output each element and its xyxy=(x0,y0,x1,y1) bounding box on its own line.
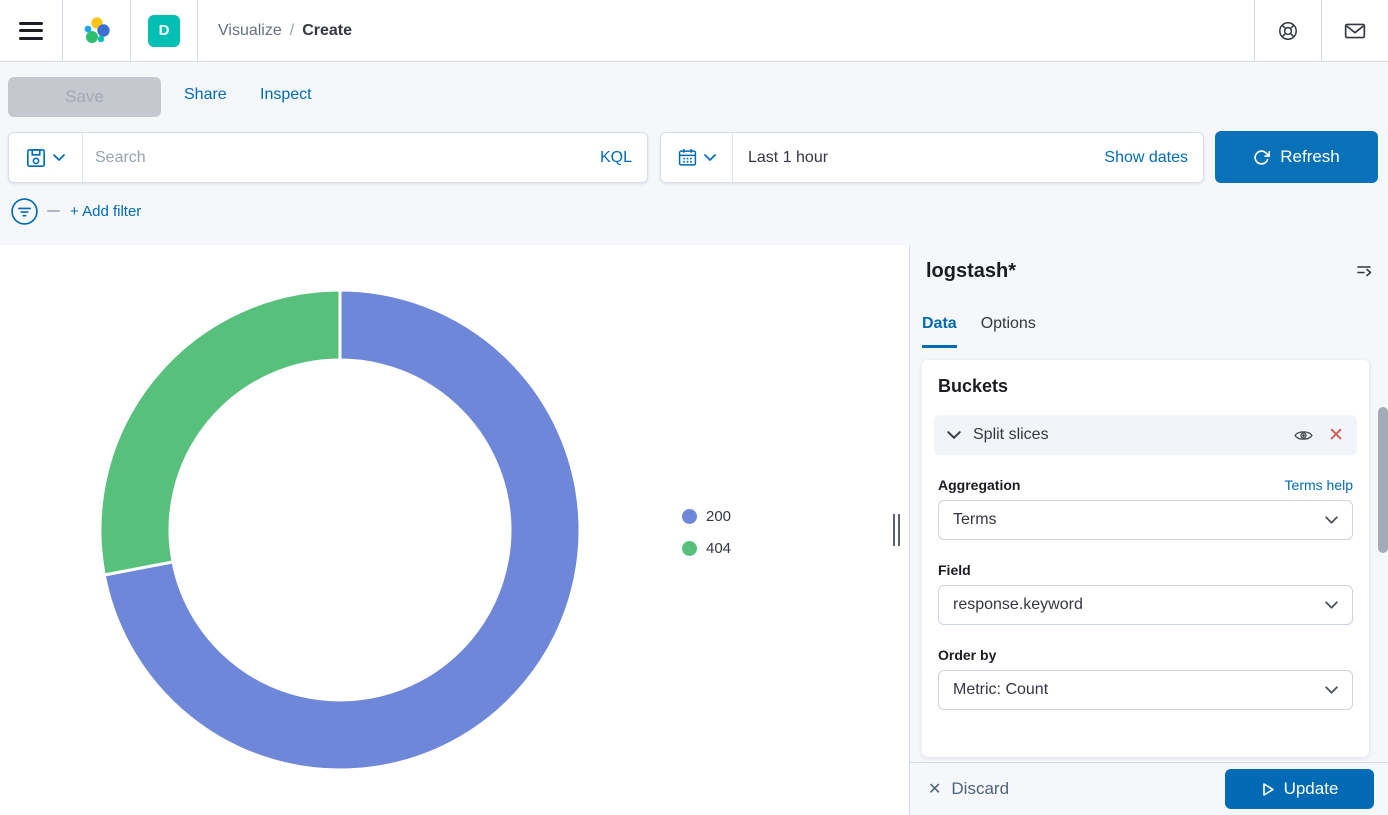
refresh-icon xyxy=(1254,149,1271,165)
filter-icon xyxy=(11,197,38,225)
mail-envelope-icon xyxy=(1344,23,1366,38)
calendar-icon xyxy=(678,149,696,166)
save-button[interactable]: Save xyxy=(8,77,161,117)
top-header: D Visualize / Create xyxy=(0,0,1388,62)
chevron-down-icon xyxy=(1325,686,1338,694)
field-group: Field response.keyword xyxy=(938,562,1353,625)
query-language-button[interactable]: KQL xyxy=(599,148,632,166)
aggregation-group: Aggregation Terms help Terms xyxy=(938,477,1353,540)
header-divider xyxy=(1254,0,1255,61)
breadcrumb-visualize[interactable]: Visualize xyxy=(218,21,282,39)
legend-swatch-404 xyxy=(682,541,697,556)
header-divider xyxy=(130,0,131,61)
search-input[interactable] xyxy=(83,148,600,167)
header-right-actions xyxy=(1254,0,1388,61)
elastic-logo[interactable] xyxy=(63,0,130,61)
chevron-down-icon xyxy=(1325,601,1338,609)
order-by-group: Order by Metric: Count xyxy=(938,647,1353,710)
filter-bar: + Add filter xyxy=(10,195,141,227)
space-badge[interactable]: D xyxy=(148,14,180,47)
order-by-select[interactable]: Metric: Count xyxy=(938,670,1353,710)
breadcrumb-separator: / xyxy=(289,21,295,39)
chevron-down-icon xyxy=(53,154,65,161)
collapse-panel-button[interactable] xyxy=(1355,262,1374,285)
play-icon xyxy=(1262,782,1274,796)
refresh-button[interactable]: Refresh xyxy=(1215,131,1378,183)
donut-chart xyxy=(98,288,582,772)
legend-item[interactable]: 404 xyxy=(682,540,731,557)
chevron-down-icon xyxy=(947,431,961,439)
chevron-down-icon xyxy=(1325,516,1338,524)
buckets-card: Buckets Split slices ✕ xyxy=(922,360,1369,757)
tab-data[interactable]: Data xyxy=(922,315,957,348)
donut-slice-404[interactable] xyxy=(98,288,342,577)
discard-button[interactable]: ✕ Discard xyxy=(928,779,1010,798)
close-icon: ✕ xyxy=(928,781,942,798)
query-search-bar: KQL xyxy=(8,132,648,183)
header-divider xyxy=(1321,0,1322,61)
elastic-logo-icon xyxy=(84,16,110,43)
help-life-ring-icon xyxy=(1279,21,1297,40)
aggregation-label: Aggregation xyxy=(938,477,1021,493)
legend-swatch-200 xyxy=(682,509,697,524)
visualization-editor-panel: logstash* Data Options Buckets Split sli… xyxy=(909,245,1388,815)
saved-query-menu-button[interactable] xyxy=(9,133,83,182)
panel-resize-handle[interactable] xyxy=(893,514,901,546)
header-divider xyxy=(62,0,63,61)
panel-scrollbar-thumb[interactable] xyxy=(1378,407,1388,553)
breadcrumb-create: Create xyxy=(302,21,353,39)
filter-menu-button[interactable] xyxy=(10,197,39,226)
update-button[interactable]: Update xyxy=(1225,769,1374,809)
inspect-button[interactable]: Inspect xyxy=(260,86,312,103)
remove-bucket-button[interactable]: ✕ xyxy=(1328,424,1344,446)
filter-dash xyxy=(47,210,60,212)
editor-footer: ✕ Discard Update xyxy=(910,762,1388,815)
time-picker-bar: Last 1 hour Show dates xyxy=(660,132,1204,183)
space-selector[interactable]: D xyxy=(131,0,197,61)
menu-arrow-right-icon xyxy=(1357,266,1372,277)
chevron-down-icon xyxy=(703,154,716,161)
hamburger-menu-button[interactable] xyxy=(0,0,62,61)
order-by-label: Order by xyxy=(938,647,997,663)
hamburger-icon xyxy=(19,21,43,40)
buckets-title: Buckets xyxy=(938,376,1009,396)
help-button[interactable] xyxy=(1255,0,1321,61)
editor-tabs: Data Options xyxy=(922,315,1036,348)
header-divider xyxy=(197,0,198,61)
toggle-visibility-button[interactable] xyxy=(1294,429,1313,442)
show-dates-button[interactable]: Show dates xyxy=(1104,148,1188,166)
time-range-value[interactable]: Last 1 hour xyxy=(748,148,829,166)
add-filter-button[interactable]: + Add filter xyxy=(70,202,142,220)
field-select[interactable]: response.keyword xyxy=(938,585,1353,625)
refresh-label: Refresh xyxy=(1280,147,1340,166)
share-button[interactable]: Share xyxy=(184,86,227,103)
notifications-button[interactable] xyxy=(1322,0,1388,61)
tab-options[interactable]: Options xyxy=(980,315,1036,332)
legend-label: 404 xyxy=(706,540,732,557)
aggregation-select[interactable]: Terms xyxy=(938,500,1353,540)
eye-icon xyxy=(1294,430,1313,440)
visualization-canvas: 200 404 xyxy=(0,245,890,815)
save-query-floppy-icon xyxy=(27,148,45,167)
legend-label: 200 xyxy=(706,508,732,525)
breadcrumb: Visualize / Create xyxy=(218,22,352,40)
terms-help-link[interactable]: Terms help xyxy=(1284,477,1353,493)
split-slices-accordion[interactable]: Split slices ✕ xyxy=(934,415,1357,455)
field-label: Field xyxy=(938,562,971,578)
split-slices-actions: ✕ xyxy=(1294,426,1344,445)
legend-item[interactable]: 200 xyxy=(682,508,731,525)
donut-slice-200[interactable] xyxy=(102,288,582,772)
date-quick-select-button[interactable] xyxy=(661,133,733,182)
index-pattern-title: logstash* xyxy=(926,260,1017,282)
split-slices-label: Split slices xyxy=(973,426,1049,443)
chart-legend: 200 404 xyxy=(682,508,731,557)
